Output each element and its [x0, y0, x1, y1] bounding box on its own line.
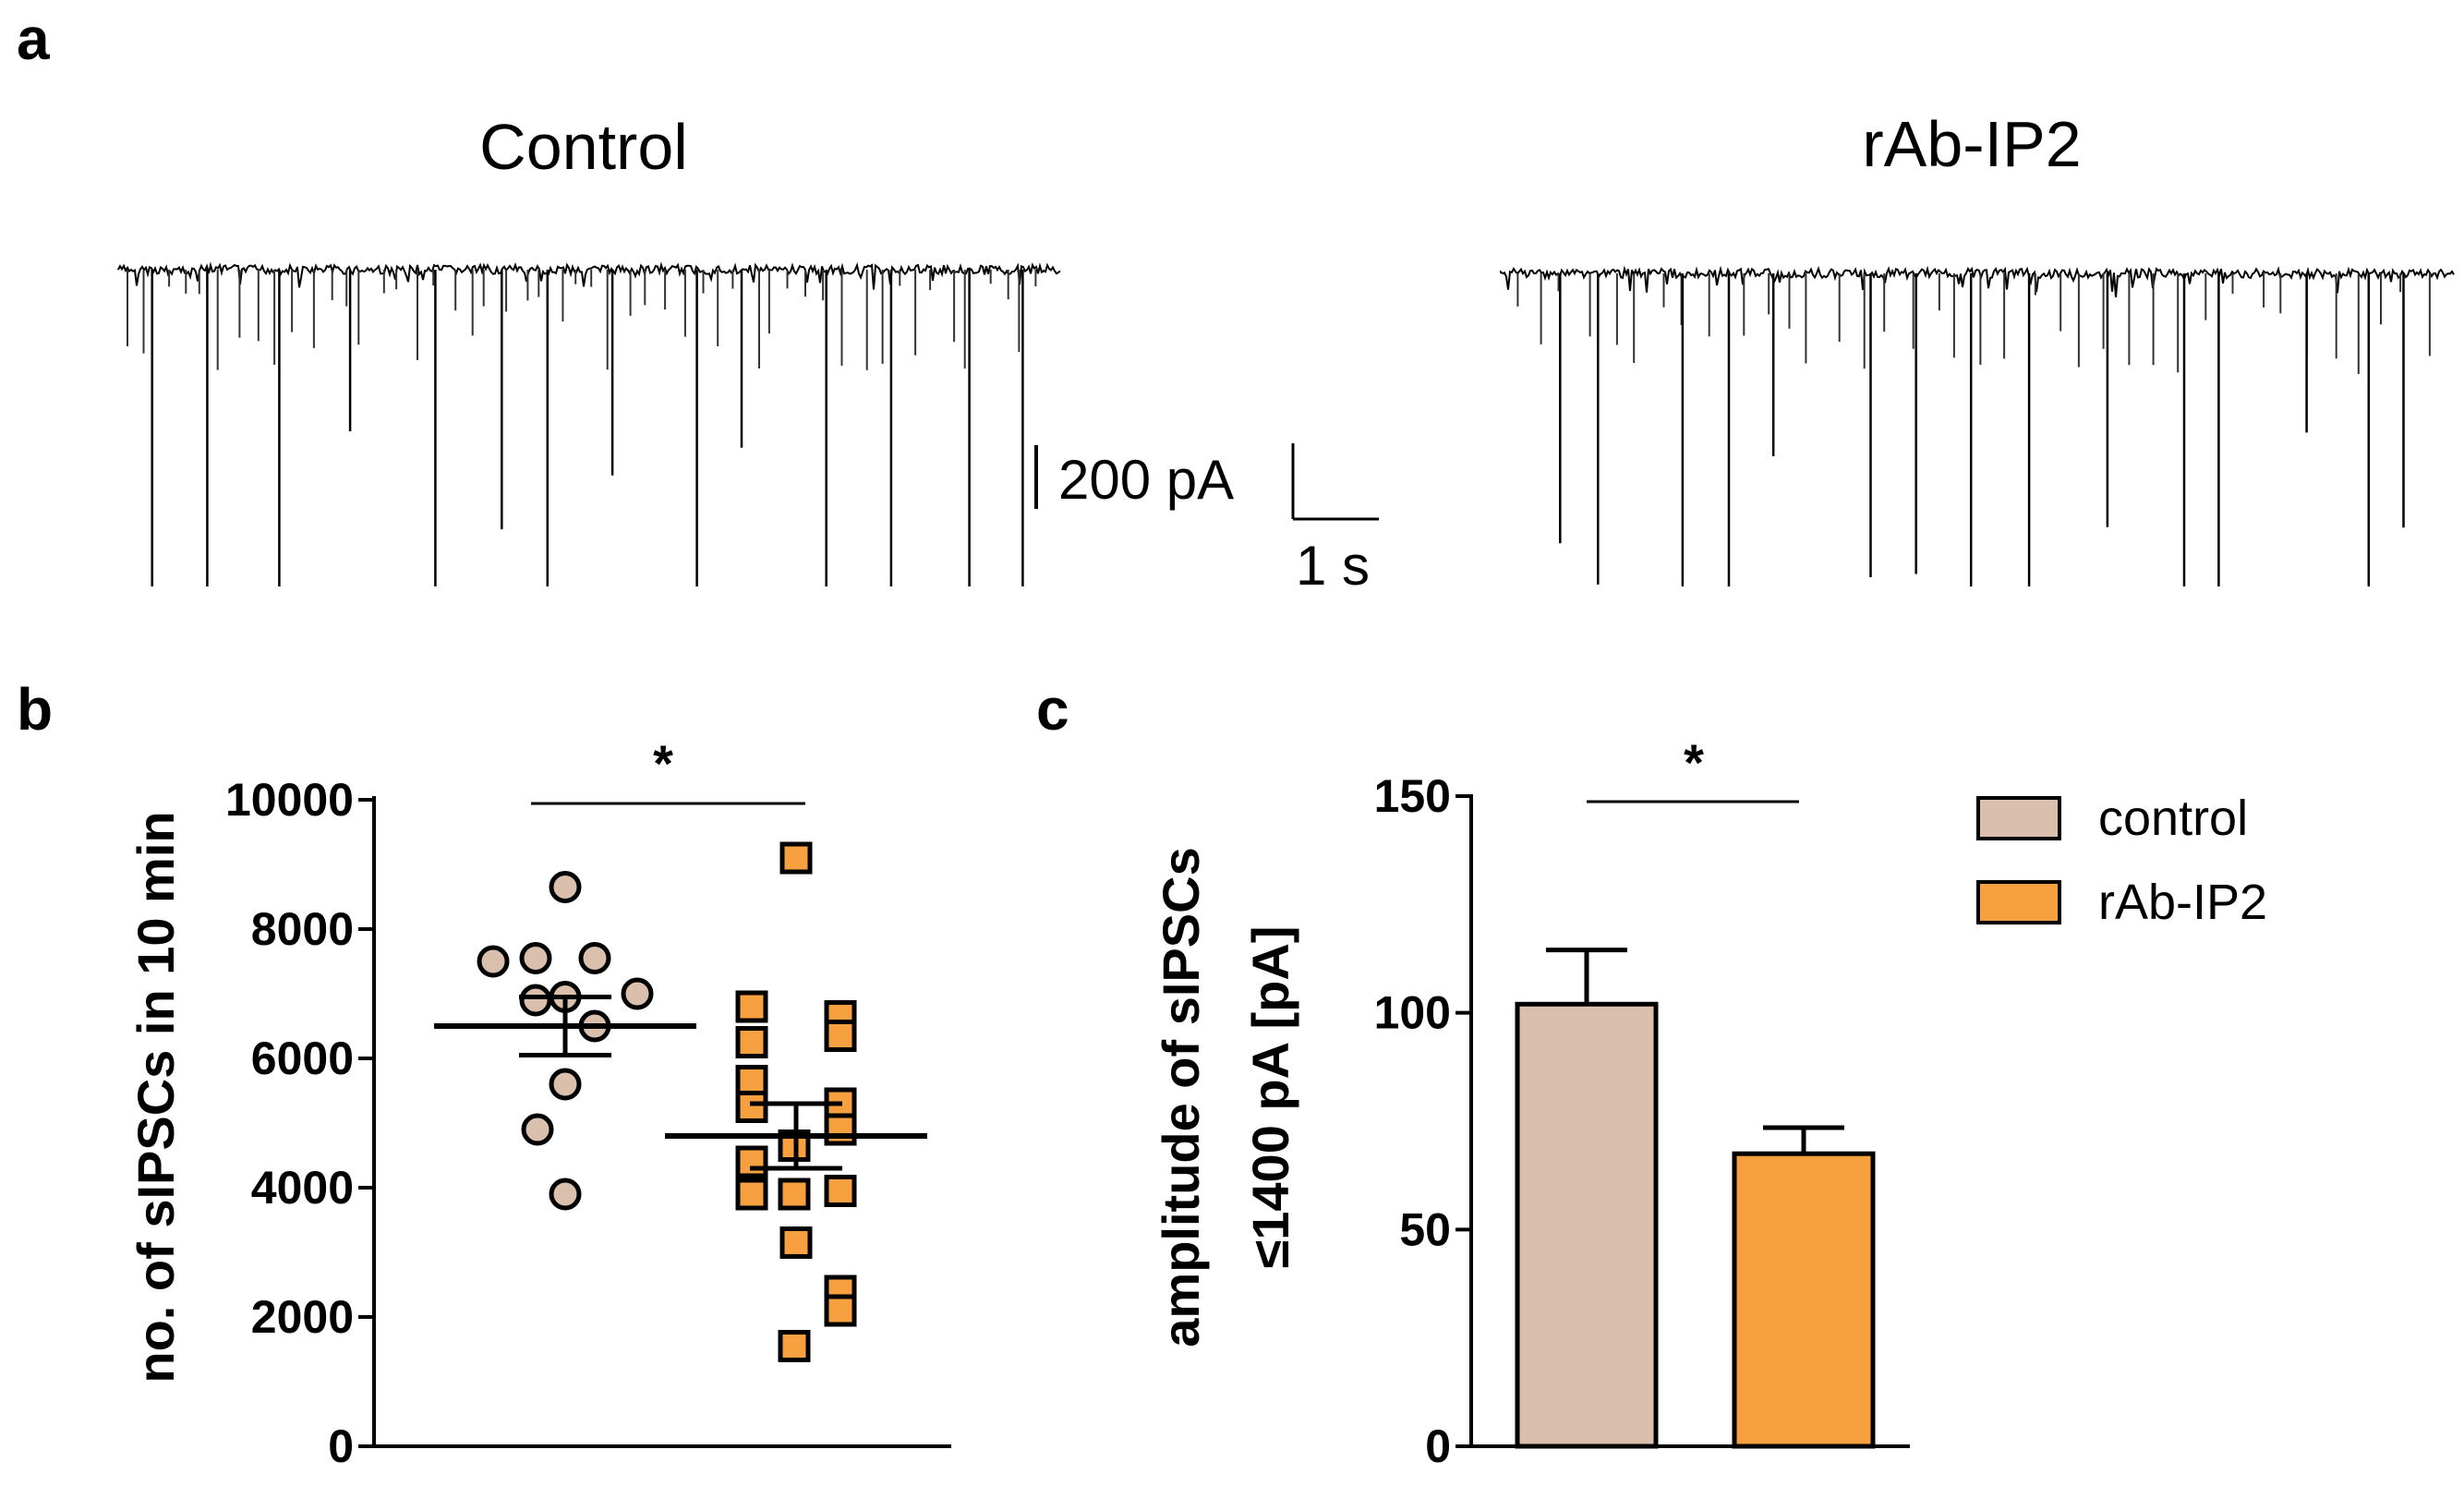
scale-label-current: 200 pA: [1058, 449, 1234, 511]
panel-b-point-control: [549, 871, 582, 903]
panel-c-ticks: 0 50 100 150: [1374, 770, 1471, 1472]
panel-b-point-control: [578, 942, 611, 974]
panel-b-point-control: [477, 945, 510, 978]
panel-b-point-rab-ip2: [735, 1178, 768, 1211]
panel-b-point-rab-ip2: [779, 1226, 813, 1259]
legend: control rAb-IP2: [1976, 791, 2267, 930]
panel-c-bar-rab-ip2: [1732, 1151, 1876, 1449]
panel-b-tick-label: 2000: [251, 1291, 354, 1343]
panel-b-tick-label: 4000: [251, 1162, 354, 1214]
panel-b-ylabel: no. of sIPSCs in 10 min: [127, 811, 185, 1383]
panel-b-tick-label: 0: [328, 1420, 354, 1472]
scale-label-time: 1 s: [1296, 535, 1370, 597]
trace-title-control: Control: [479, 111, 688, 183]
panel-b-point-rab-ip2: [778, 1330, 811, 1362]
panel-c-significance-star: *: [1684, 733, 1704, 791]
trace-title-rab-ip2: rAb-IP2: [1862, 108, 2081, 180]
panel-c-tick-label: 100: [1374, 987, 1451, 1039]
panel-b-point-rab-ip2: [735, 1026, 768, 1058]
legend-swatch-control: [1976, 796, 2061, 840]
panel-c-ylabel-line1: amplitude of sIPSCs: [1152, 847, 1210, 1347]
panel-b-point-control: [549, 1068, 582, 1101]
panel-c-tick-label: 150: [1374, 770, 1451, 822]
panel-b-point-rab-ip2: [735, 990, 768, 1023]
panel-b-point-control: [521, 1113, 554, 1146]
legend-label-control: control: [2098, 791, 2248, 846]
panel-b-point-control: [621, 977, 654, 1010]
panel-c-bars: [1515, 948, 1876, 1449]
panel-b-ticks: 0 2000 4000 6000 8000 10000: [225, 774, 374, 1472]
panel-c-bar-control: [1515, 1001, 1659, 1449]
panel-b-tick-label: 8000: [251, 903, 354, 955]
trace-control: [117, 261, 1061, 586]
panel-letter-b: b: [17, 676, 53, 743]
panel-c-tick-label: 50: [1399, 1203, 1451, 1255]
panel-b-significance-star: *: [653, 734, 673, 792]
panel-b-point-control: [519, 984, 552, 1017]
panel-b-tick-label: 6000: [251, 1033, 354, 1084]
trace-rab-ip2: [1500, 265, 2455, 586]
trace-rab-ip2-baseline: [1500, 265, 2455, 297]
panel-letter-c: c: [1036, 676, 1069, 743]
trace-control-baseline: [117, 261, 1061, 290]
panel-b-point-rab-ip2: [824, 1020, 857, 1052]
panel-b-point-rab-ip2: [778, 1178, 811, 1211]
panel-a: a Control rAb-IP2 200 pA 1 s: [17, 6, 2455, 597]
scale-bar: 200 pA 1 s: [1034, 443, 1379, 597]
panel-letter-a: a: [17, 6, 50, 72]
panel-b: b no. of sIPSCs in 10 min 0 2000 4000 6000 8…: [17, 676, 951, 1472]
panel-b-point-rab-ip2: [824, 1175, 857, 1207]
panel-b-point-rab-ip2: [735, 1091, 768, 1123]
panel-c-tick-label: 0: [1425, 1420, 1451, 1472]
panel-b-point-rab-ip2: [824, 1113, 857, 1146]
legend-swatch-rab-ip2: [1976, 880, 2061, 924]
panel-c-ylabel-line2: ≤1400 pA [pA]: [1241, 926, 1299, 1269]
panel-b-point-rab-ip2: [824, 1294, 857, 1327]
legend-label-rab-ip2: rAb-IP2: [2098, 875, 2267, 930]
panel-b-point-rab-ip2: [735, 1145, 768, 1178]
panel-b-tick-label: 10000: [225, 774, 354, 826]
panel-b-point-control: [519, 942, 552, 974]
panel-b-points: [434, 841, 927, 1362]
panel-b-point-rab-ip2: [779, 841, 813, 875]
panel-c: c amplitude of sIPSCs ≤1400 pA [pA] 0 50 1…: [1036, 676, 2267, 1472]
panel-b-point-control: [549, 1178, 582, 1211]
